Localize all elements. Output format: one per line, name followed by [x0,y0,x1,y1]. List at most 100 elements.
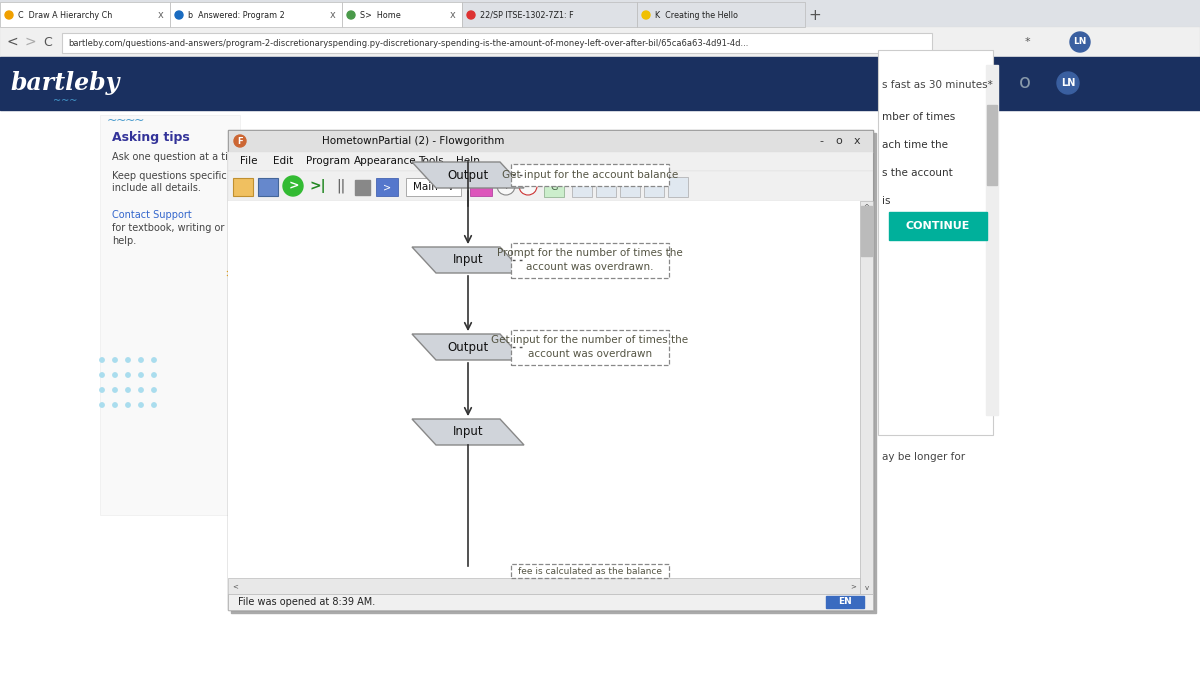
Text: o: o [835,136,842,146]
Text: EN: EN [838,597,852,607]
Text: ^: ^ [864,204,870,210]
Circle shape [113,403,118,407]
Text: >: > [289,180,299,192]
Text: x: x [158,10,164,20]
Text: Output: Output [448,169,488,182]
Text: Asking tips: Asking tips [112,132,190,144]
Text: v: v [448,182,454,192]
Circle shape [152,373,156,377]
Text: ~: ~ [133,113,144,126]
Text: Main: Main [413,182,438,192]
Bar [0,57,1200,110]
Polygon shape [412,419,524,445]
Bar [511,564,670,578]
Text: fee is calculated as the balance: fee is calculated as the balance [518,566,662,576]
Bar [376,178,398,196]
Bar [228,578,860,594]
Text: <: < [232,583,238,589]
Text: help.: help. [112,236,137,246]
Bar [406,178,461,196]
Circle shape [5,11,13,19]
Bar [228,130,874,610]
Text: Ask one question at a tim: Ask one question at a tim [112,152,238,162]
Circle shape [152,388,156,392]
Text: mber of times: mber of times [882,112,955,122]
Circle shape [126,358,130,362]
Text: +: + [502,181,511,191]
Circle shape [113,373,118,377]
Text: Input: Input [452,425,484,439]
Bar [62,33,932,53]
Bar [644,177,664,197]
Text: Prompt for the number of times the
account was overdrawn.: Prompt for the number of times the accou… [497,248,683,271]
Polygon shape [412,334,524,360]
Bar [889,212,986,240]
Circle shape [175,11,182,19]
Text: for textbook, writing or acc: for textbook, writing or acc [112,223,245,233]
Circle shape [100,373,104,377]
Circle shape [642,11,650,19]
Bar [544,177,564,197]
Bar [228,152,874,171]
Circle shape [497,177,515,195]
Circle shape [347,11,355,19]
Text: ay be longer for: ay be longer for [882,452,965,462]
Bar [170,2,342,27]
Polygon shape [412,247,524,273]
Text: v: v [864,585,869,591]
Bar [0,2,170,27]
Text: Input: Input [452,254,484,267]
Text: Program: Program [306,157,349,167]
Text: bartleby.com/questions-and-answers/program-2-discretionaryspending.py-discretion: bartleby.com/questions-and-answers/progr… [68,38,749,47]
Text: C: C [43,36,53,49]
Text: >: > [24,35,36,49]
Circle shape [1057,72,1079,94]
Text: 22/SP ITSE-1302-7Z1: F: 22/SP ITSE-1302-7Z1: F [480,11,574,20]
Bar [462,2,637,27]
Text: ~~~: ~~~ [53,96,77,106]
Bar [230,133,876,613]
Text: >: > [383,182,391,192]
Bar [228,201,860,594]
Text: *: * [226,267,235,286]
Text: Output: Output [448,340,488,354]
Circle shape [234,135,246,147]
Bar [0,0,1200,27]
Bar [572,177,592,197]
Circle shape [113,388,118,392]
Bar [986,105,997,185]
Text: x: x [853,136,860,146]
Bar [826,596,864,608]
Text: ~: ~ [115,113,126,126]
Text: LN: LN [1061,78,1075,88]
Text: ~: ~ [107,113,118,126]
FancyBboxPatch shape [511,329,670,364]
Polygon shape [412,162,524,188]
Circle shape [139,373,143,377]
Bar [228,130,874,152]
Text: HometownPartial (2) - Flowgorithm: HometownPartial (2) - Flowgorithm [322,136,504,146]
Text: -: - [818,136,823,146]
Text: Keep questions specific: Keep questions specific [112,171,227,181]
Bar [620,177,640,197]
FancyBboxPatch shape [511,242,670,277]
Text: Get input for the account balance: Get input for the account balance [502,170,678,180]
Text: File was opened at 8:39 AM.: File was opened at 8:39 AM. [238,597,376,607]
Circle shape [126,403,130,407]
Bar [596,177,616,197]
Circle shape [139,403,143,407]
Circle shape [139,388,143,392]
Circle shape [1070,32,1090,52]
Bar [860,201,874,594]
Text: LN: LN [1073,38,1087,47]
Circle shape [126,388,130,392]
Bar [228,594,874,610]
Bar [258,178,278,196]
Text: o: o [1019,74,1031,92]
Bar [470,178,492,196]
Circle shape [152,403,156,407]
Bar [233,178,253,196]
Text: -: - [526,180,530,192]
Text: <: < [6,35,18,49]
Text: >|: >| [310,179,326,193]
